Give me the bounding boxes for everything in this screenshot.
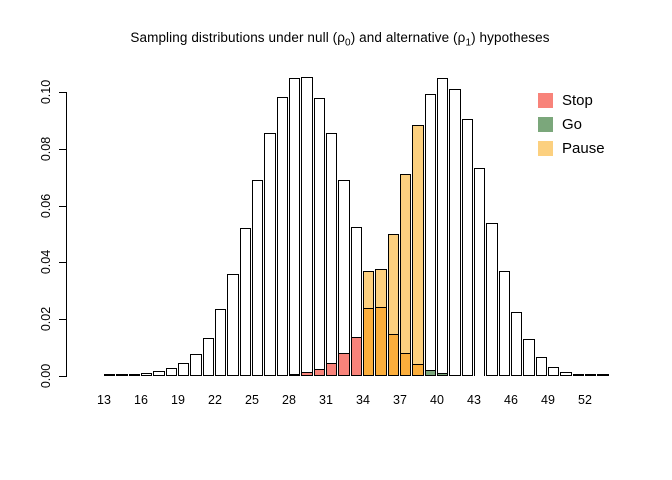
bar-alt [573,374,584,376]
bar-alt [462,119,473,375]
bar-alt [523,339,535,376]
bar-alt [499,271,510,376]
bar-pause [388,234,399,334]
bar-null [351,227,362,337]
bar-null [314,98,325,369]
x-axis-tick-label: 31 [319,393,333,407]
title-sub-1: 1 [465,37,472,49]
bar-alt [425,94,436,370]
bar-null [190,354,202,376]
bar-null [116,374,128,376]
legend-item: Pause [538,136,605,160]
bar-alt-stop [351,337,362,376]
bar-null-go [425,370,436,376]
y-axis-tick [59,206,67,207]
bar-null [252,180,263,376]
bar-alt-stop [338,353,350,376]
x-axis-tick-label: 40 [430,393,444,407]
bar-overlap-pause [400,353,411,376]
bar-alt [511,312,522,376]
bar-overlap-pause [412,364,424,376]
x-axis-tick-label: 46 [504,393,518,407]
legend-label: Pause [562,139,605,157]
bar-alt [437,78,448,373]
x-axis-tick-label: 49 [541,393,555,407]
bar-null [338,180,350,353]
bar-alt [536,357,547,376]
x-axis-tick-label: 28 [282,393,296,407]
bar-null [129,374,140,376]
y-axis-tick-label: 0.02 [39,306,53,332]
x-axis-tick-label: 19 [171,393,185,407]
y-axis-tick-label: 0.00 [39,363,53,389]
y-axis-tick [59,262,67,263]
bar-null [227,274,239,376]
bar-null [289,78,300,374]
bar-null [203,338,214,376]
bar-alt-stop [301,372,313,376]
bar-alt-stop [289,374,300,376]
bar-alt [548,367,559,376]
bar-pause [412,125,424,364]
bar-null [178,363,189,376]
title-sub-0: 0 [345,37,351,49]
x-axis-tick-label: 52 [578,393,592,407]
bar-overlap-pause [363,308,374,376]
bar-null-go [437,373,448,376]
bar-null [326,133,337,363]
legend-item: Go [538,112,605,136]
x-axis-tick-label: 22 [208,393,222,407]
bar-null [301,77,313,372]
bar-null [153,371,165,376]
bar-alt-stop [326,363,337,376]
legend-swatch-stop-icon [538,92,553,108]
y-axis-tick [59,92,67,93]
title-text-3: ) hypotheses [471,30,550,45]
title-text-1: Sampling distributions under null (ρ [130,30,346,45]
bar-null [264,133,276,376]
x-axis-tick-label: 16 [134,393,148,407]
bar-pause [400,174,411,353]
legend-item: Stop [538,88,605,112]
y-axis-tick-label: 0.04 [39,249,53,275]
legend-swatch-go-icon [538,116,553,132]
x-axis-tick-label: 37 [393,393,407,407]
bar-null [240,228,251,376]
legend: Stop Go Pause [538,88,605,160]
title-text-2: ) and alternative (ρ [350,30,466,45]
bar-pause [363,271,374,308]
bar-alt [474,168,485,376]
plot-area [104,77,609,376]
bar-null [141,373,152,376]
y-axis-tick [59,319,67,320]
bar-null [277,97,288,375]
legend-swatch-pause-icon [538,140,553,156]
bar-overlap-pause [388,334,399,376]
bar-null [166,368,177,376]
y-axis-tick [59,376,67,377]
y-axis-tick-label: 0.10 [39,79,53,105]
bar-alt [449,89,461,375]
x-axis-tick-label: 43 [467,393,481,407]
legend-label: Go [562,115,583,133]
x-axis-tick-label: 34 [356,393,370,407]
bar-alt [560,372,572,376]
chart-title: Sampling distributions under null (ρ0) a… [36,30,644,49]
x-axis-tick-label: 25 [245,393,259,407]
legend-label: Stop [562,91,593,109]
bar-alt-stop [314,369,325,376]
bar-null [104,374,115,376]
bar-alt [585,374,596,376]
y-axis-tick-label: 0.06 [39,193,53,219]
y-axis-tick [59,149,67,150]
bar-overlap-pause [375,307,387,376]
x-axis-tick-label: 13 [97,393,111,407]
bar-pause [375,269,387,307]
bar-alt [597,374,609,376]
bar-null [215,309,226,376]
y-axis-tick-label: 0.08 [39,136,53,162]
bar-alt [486,223,498,376]
y-axis-line [66,92,67,377]
